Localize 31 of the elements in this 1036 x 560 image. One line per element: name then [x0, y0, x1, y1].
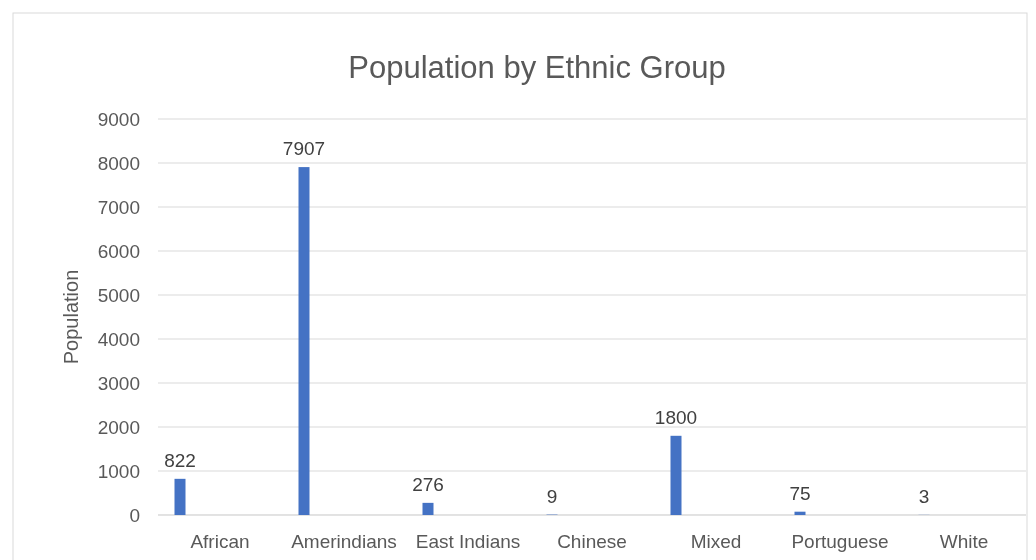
- bar: [794, 511, 806, 515]
- bar: [422, 502, 434, 515]
- x-tick-label: White: [939, 531, 989, 552]
- y-tick-label: 7000: [97, 196, 140, 218]
- chart-title: Population by Ethnic Group: [348, 50, 726, 85]
- bar: [670, 435, 682, 515]
- x-tick-label: African: [190, 531, 250, 552]
- y-tick-label: 0: [129, 504, 140, 526]
- data-label: 75: [789, 482, 811, 504]
- x-tick-label: East Indians: [415, 531, 521, 552]
- x-tick-label: Amerindians: [291, 531, 397, 552]
- data-label: 3: [918, 485, 930, 507]
- data-label: 7907: [282, 138, 326, 160]
- y-tick-label: 3000: [97, 372, 140, 394]
- bar: [174, 478, 186, 515]
- bar: [298, 167, 310, 515]
- y-tick-label: 1000: [97, 460, 140, 482]
- y-tick-label: 2000: [97, 416, 140, 438]
- data-label: 1800: [654, 406, 698, 428]
- x-tick-label: Mixed: [690, 531, 742, 552]
- data-label: 276: [412, 473, 444, 495]
- y-axis-title: Population: [60, 269, 82, 365]
- data-label: 822: [164, 449, 196, 471]
- y-tick-label: 6000: [97, 240, 140, 262]
- x-tick-label: Chinese: [557, 531, 627, 552]
- y-tick-label: 8000: [97, 152, 140, 174]
- x-tick-label: Portuguese: [791, 531, 889, 552]
- y-tick-label: 5000: [97, 284, 140, 306]
- data-label: 9: [546, 485, 558, 507]
- y-tick-label: 4000: [97, 328, 140, 350]
- y-tick-label: 9000: [97, 108, 140, 130]
